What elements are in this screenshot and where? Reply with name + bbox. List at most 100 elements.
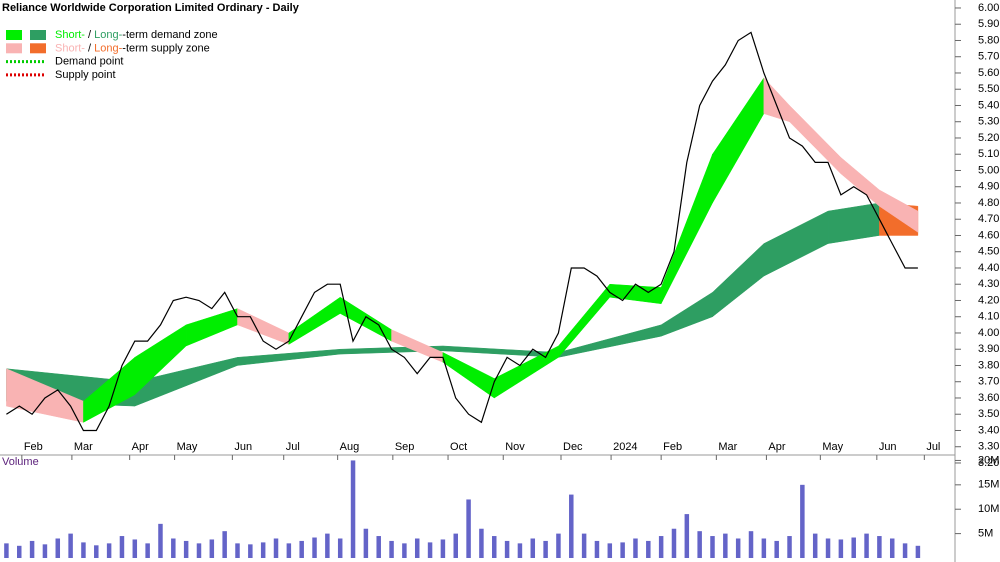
y-tick-label: 5.80: [978, 34, 999, 46]
volume-bar: [517, 543, 523, 558]
volume-bar: [633, 538, 638, 558]
x-tick-label: Jul: [926, 441, 940, 453]
volume-tick-label: 5M: [978, 528, 993, 540]
volume-bar: [94, 545, 99, 558]
legend-text-part: -term demand zone: [122, 29, 217, 41]
x-tick-label: Jul: [286, 441, 300, 453]
price-line: [6, 31, 918, 432]
volume-bar: [337, 538, 343, 558]
volume-bar: [479, 528, 484, 558]
chart-title: Reliance Worldwide Corporation Limited O…: [2, 2, 300, 14]
volume-bar: [235, 543, 240, 558]
y-tick-label: 4.40: [978, 262, 999, 274]
volume-bar: [81, 542, 86, 558]
legend-text-part: Long-: [94, 42, 122, 54]
x-tick-label: Sep: [395, 441, 415, 453]
legend-text-part: Short-: [55, 29, 85, 41]
volume-bar: [4, 543, 9, 558]
legend-swatch: [6, 43, 22, 54]
volume-bar: [414, 538, 420, 558]
legend-swatch: [6, 30, 22, 40]
legend-text-part: /: [85, 42, 94, 54]
legend-text-part: Short-: [55, 42, 85, 54]
y-tick-label: 4.30: [978, 278, 999, 290]
x-tick-label: Oct: [450, 441, 467, 453]
volume-bar: [273, 538, 279, 558]
volume-bar: [119, 536, 125, 558]
x-tick-label: Mar: [74, 441, 93, 453]
volume-bar: [825, 538, 831, 558]
y-tick-label: 4.70: [978, 213, 999, 225]
x-tick-label: Feb: [663, 441, 682, 453]
volume-bar: [902, 543, 908, 558]
y-tick-label: 4.00: [978, 327, 999, 339]
volume-bar: [350, 460, 356, 558]
volume-bar: [42, 544, 48, 558]
y-tick-label: 3.90: [978, 343, 999, 355]
legend-label: Short- / Long--term demand zone: [55, 29, 218, 41]
y-tick-label: 4.80: [978, 197, 999, 209]
y-tick-label: 5.20: [978, 132, 999, 144]
legend-label: Demand point: [55, 56, 124, 68]
y-tick-label: 3.40: [978, 424, 999, 436]
volume-bar: [363, 528, 369, 558]
y-tick-label: 3.30: [978, 441, 999, 453]
volume-bar: [581, 533, 587, 558]
volume-bar: [723, 533, 728, 558]
y-tick-label: 5.30: [978, 116, 999, 128]
volume-bar: [132, 539, 138, 558]
y-tick-label: 5.50: [978, 83, 999, 95]
x-tick-label: Feb: [24, 441, 43, 453]
volume-bar: [787, 536, 792, 558]
x-tick-label: Dec: [563, 441, 583, 453]
volume-bar: [735, 538, 741, 558]
volume-bar: [658, 536, 664, 558]
volume-bar: [325, 533, 330, 558]
y-tick-label: 3.80: [978, 359, 999, 371]
zone-band: [879, 189, 919, 233]
y-tick-label: 5.10: [978, 148, 999, 160]
y-tick-label: 6.00: [978, 2, 999, 14]
x-tick-label: Nov: [505, 441, 525, 453]
volume-bar: [248, 544, 253, 558]
volume-bar: [620, 542, 625, 558]
volume-bar: [68, 533, 73, 558]
volume-bar: [607, 543, 613, 558]
x-tick-label: Apr: [768, 441, 785, 453]
volume-bar: [29, 540, 35, 558]
y-tick-label: 3.50: [978, 408, 999, 420]
x-tick-label: Jun: [234, 441, 252, 453]
volume-bar: [106, 543, 112, 558]
volume-bar: [492, 536, 497, 558]
y-tick-label: 4.10: [978, 311, 999, 323]
volume-bar: [427, 542, 433, 558]
volume-bar: [774, 540, 779, 558]
volume-bar: [55, 538, 61, 558]
legend-label: Short- / Long--term supply zone: [55, 42, 210, 54]
volume-label: Volume: [2, 456, 39, 468]
y-tick-label: 5.70: [978, 51, 999, 63]
volume-tick-label: 15M: [978, 479, 999, 491]
volume-bar: [556, 533, 561, 558]
y-tick-label: 3.60: [978, 392, 999, 404]
x-tick-label: Apr: [132, 441, 149, 453]
y-tick-label: 5.60: [978, 67, 999, 79]
volume-bar: [812, 533, 818, 558]
volume-bar: [710, 536, 715, 558]
x-tick-label: Aug: [340, 441, 360, 453]
volume-bar: [402, 543, 407, 558]
volume-bar: [312, 537, 317, 558]
legend-label: Supply point: [55, 69, 116, 81]
x-tick-label: Jun: [879, 441, 897, 453]
volume-bar: [646, 540, 651, 558]
volume-bar: [17, 545, 22, 558]
volume-bar: [171, 538, 176, 558]
volume-bar: [671, 528, 677, 558]
legend-text-part: -term supply zone: [122, 42, 209, 54]
legend-swatch: [30, 30, 46, 40]
y-tick-label: 5.40: [978, 99, 999, 111]
volume-bar: [376, 536, 381, 558]
x-tick-label: May: [177, 441, 198, 453]
legend-swatch: [30, 43, 46, 54]
volume-bar: [748, 531, 754, 558]
